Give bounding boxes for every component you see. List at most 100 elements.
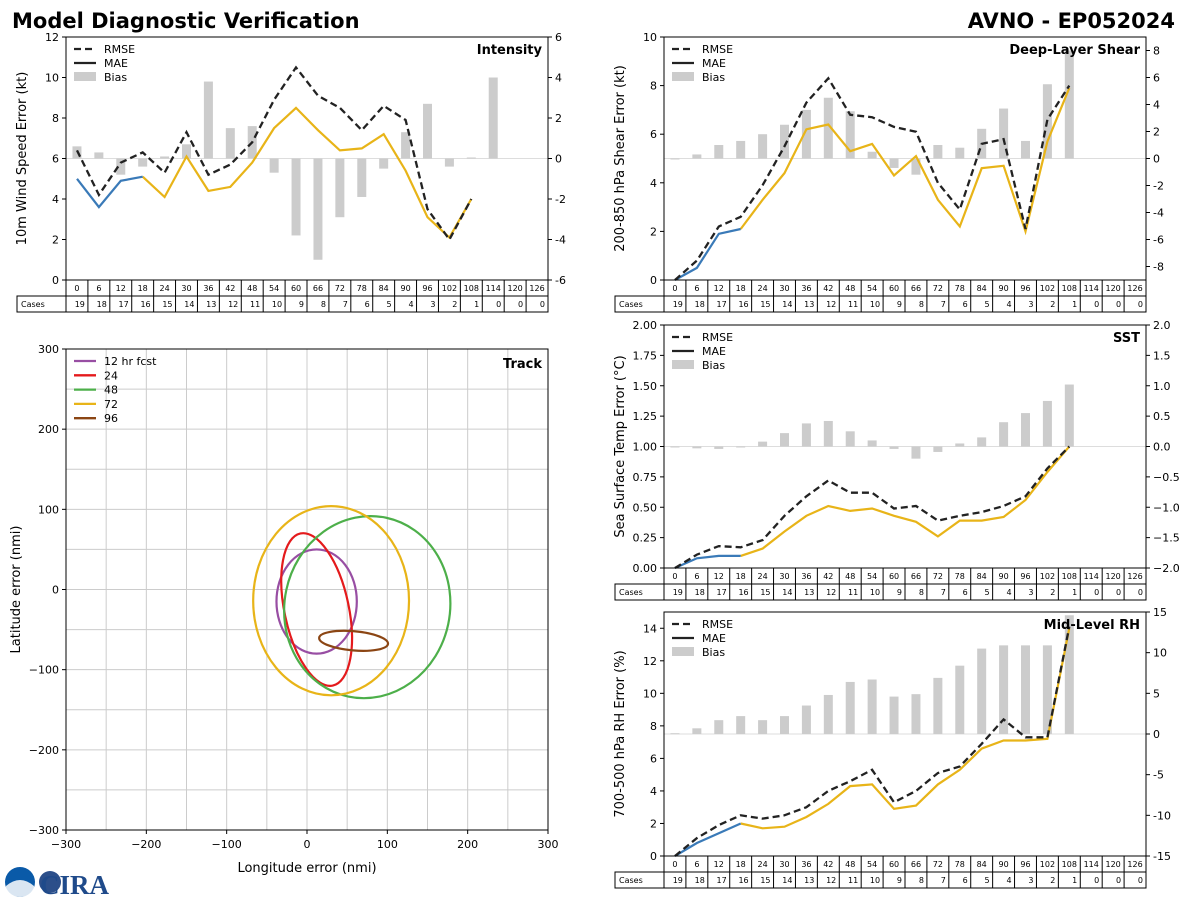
shear-ytick-label: 6 (650, 128, 657, 141)
shear-ytick2-label: 0 (1153, 153, 1160, 166)
intensity-ytick-label: 6 (52, 153, 59, 166)
intensity-bias-bar (379, 158, 389, 169)
intensity-title: Intensity (477, 43, 543, 58)
rh-ytick-label: 2 (650, 817, 657, 830)
sst-hour-label: 42 (823, 572, 833, 581)
sst-case-count: 6 (963, 588, 968, 597)
intensity-ytick-label: 4 (52, 193, 59, 206)
intensity-bias-bar (357, 158, 367, 197)
rh-ytick-label: 6 (650, 752, 657, 765)
intensity-mae-line-early (76, 175, 143, 209)
rh-hour-label: 114 (1084, 860, 1099, 869)
sst-case-count: 12 (826, 588, 836, 597)
rh-ytick-label: 12 (643, 655, 657, 668)
shear-case-count: 8 (919, 300, 924, 309)
rh-hour-label: 36 (801, 860, 811, 869)
track-legend-label: 12 hr fcst (104, 355, 157, 368)
sst-bias-bar (692, 446, 702, 449)
sst-hour-label: 114 (1084, 572, 1099, 581)
rh-hour-label: 66 (911, 860, 921, 869)
intensity-bias-bar (203, 81, 213, 159)
shear-hour-label: 6 (694, 284, 699, 293)
rh-hour-label: 30 (779, 860, 789, 869)
intensity-cases-label: Cases (21, 300, 45, 309)
shear-hour-label: 66 (911, 284, 921, 293)
rh-bias-bar (670, 733, 680, 735)
intensity-ylabel: 10m Wind Speed Error (kt) (15, 72, 30, 246)
rh-bias-bar (867, 679, 877, 734)
sst-ytick-label: 1.25 (633, 410, 658, 423)
rh-hour-label: 24 (757, 860, 767, 869)
rh-bias-bar (692, 728, 702, 734)
sst-ytick2-label: −1.5 (1153, 532, 1180, 545)
sst-hour-label: 30 (779, 572, 789, 581)
rh-case-count: 8 (919, 876, 924, 885)
rh-ytick-label: 10 (643, 687, 657, 700)
sst-ytick-label: 0.75 (633, 471, 658, 484)
rh-hour-label: 84 (977, 860, 987, 869)
rh-case-count: 12 (826, 876, 836, 885)
shear-bias-bar (1064, 50, 1074, 159)
shear-case-count: 15 (760, 300, 770, 309)
rh-bias-bar (714, 720, 724, 734)
intensity-ytick-label: 10 (45, 72, 59, 85)
intensity-case-count: 14 (184, 300, 194, 309)
intensity-bias-bar (138, 158, 148, 167)
shear-case-count: 9 (897, 300, 902, 309)
rh-hour-label: 126 (1127, 860, 1142, 869)
shear-hour-label: 72 (933, 284, 943, 293)
sst-ytick2-label: −1.0 (1153, 501, 1180, 514)
sst-mae-line-early (674, 554, 741, 570)
sst-bias-bar (714, 446, 724, 449)
shear-bias-bar (670, 158, 680, 160)
rh-bias-bar (999, 645, 1009, 734)
sst-bias-bar (736, 446, 746, 448)
sst-ytick2-label: 1.0 (1153, 380, 1171, 393)
track-xtick-label: 100 (377, 838, 398, 851)
rh-case-count: 13 (804, 876, 814, 885)
shear-ytick2-label: 6 (1153, 72, 1160, 85)
track-ellipse-1 (275, 548, 358, 655)
rh-ytick-label: 0 (650, 850, 657, 863)
track-xlabel: Longitude error (nmi) (237, 861, 376, 876)
intensity-case-count: 7 (343, 300, 348, 309)
sst-bias-bar (845, 431, 855, 447)
shear-ytick2-label: -2 (1153, 180, 1164, 193)
intensity-ytick2-label: 2 (555, 112, 562, 125)
rh-bias-bar (758, 720, 768, 734)
intensity-case-count: 18 (97, 300, 107, 309)
rh-legend-bias-swatch (672, 647, 694, 656)
shear-case-count: 0 (1138, 300, 1143, 309)
shear-hour-label: 48 (845, 284, 855, 293)
sst-case-count: 11 (848, 588, 858, 597)
track-xtick-label: 0 (304, 838, 311, 851)
shear-ytick2-label: 2 (1153, 126, 1160, 139)
globe-icon (39, 871, 61, 893)
sst-hour-label: 0 (672, 572, 677, 581)
shear-case-count: 0 (1116, 300, 1121, 309)
rh-hour-label: 54 (867, 860, 877, 869)
sst-legend-bias-swatch (672, 360, 694, 369)
intensity-hour-label: 30 (181, 284, 191, 293)
rh-case-count: 18 (695, 876, 705, 885)
shear-mae-line (739, 87, 1071, 236)
track-title: Track (503, 357, 542, 372)
sst-bias-bar (889, 446, 899, 449)
shear-hour-label: 84 (977, 284, 987, 293)
shear-case-count: 14 (782, 300, 792, 309)
rh-title: Mid-Level RH (1044, 618, 1140, 633)
track-ellipse-3 (283, 515, 452, 700)
intensity-bias-bar (182, 144, 191, 159)
intensity-bias-bar (160, 156, 170, 159)
rh-case-count: 14 (782, 876, 792, 885)
sst-hour-label: 18 (736, 572, 746, 581)
shear-case-count: 0 (1094, 300, 1099, 309)
sst-bias-bar (1021, 413, 1030, 447)
rh-ytick-label: 4 (650, 785, 657, 798)
rh-ytick-label: 14 (643, 622, 657, 635)
shear-case-count: 11 (848, 300, 858, 309)
rh-case-count: 0 (1094, 876, 1099, 885)
shear-case-count: 13 (804, 300, 814, 309)
intensity-hour-label: 24 (159, 284, 169, 293)
rh-hour-label: 60 (889, 860, 899, 869)
